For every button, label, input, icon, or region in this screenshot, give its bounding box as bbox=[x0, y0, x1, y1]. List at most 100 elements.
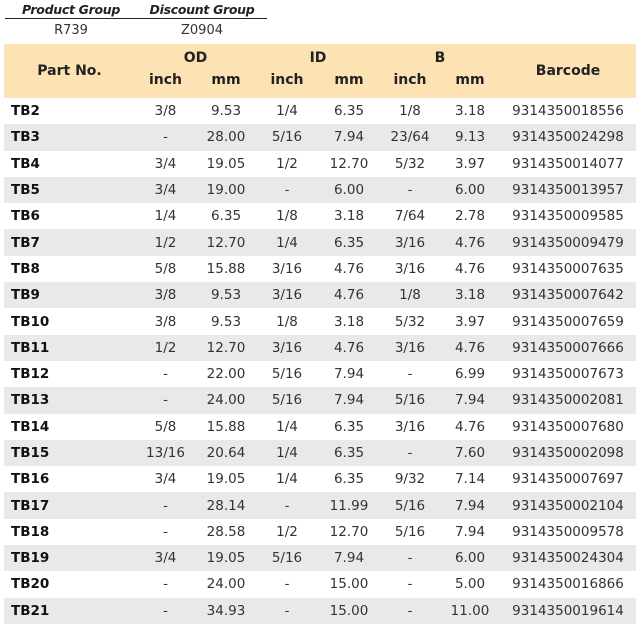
cell-barcode: 9314350002081 bbox=[512, 392, 624, 409]
cell-part-no: TB20 bbox=[11, 576, 50, 593]
cell-id-inch: - bbox=[284, 576, 290, 593]
cell-part-no: TB13 bbox=[11, 392, 50, 409]
table-row: TB17 - 28.14 - 11.99 5/16 7.94 9314350002104 bbox=[4, 492, 637, 519]
product-group-label: Product Group bbox=[21, 1, 121, 17]
cell-id-inch: 1/8 bbox=[276, 208, 298, 225]
cell-id-inch: - bbox=[284, 182, 290, 199]
cell-b-inch: 3/16 bbox=[394, 260, 426, 277]
header-id-inch: inch bbox=[270, 72, 304, 88]
cell-b-inch: 1/8 bbox=[399, 287, 421, 304]
cell-od-inch: 3/8 bbox=[154, 103, 177, 120]
cell-od-mm: 9.53 bbox=[210, 313, 242, 330]
cell-od-inch: - bbox=[163, 576, 168, 593]
cell-part-no: TB15 bbox=[11, 445, 50, 461]
cell-id-mm: 4.76 bbox=[333, 260, 365, 277]
discount-group-label: Discount Group bbox=[149, 1, 255, 17]
cell-b-inch: 3/16 bbox=[394, 234, 426, 251]
header-od-inch: inch bbox=[148, 72, 183, 88]
cell-od-inch: - bbox=[163, 497, 168, 514]
cell-id-inch: 3/16 bbox=[271, 339, 303, 356]
cell-od-inch: 13/16 bbox=[146, 445, 185, 461]
cell-od-inch: 5/8 bbox=[154, 260, 177, 277]
cell-od-mm: 19.05 bbox=[206, 550, 246, 567]
cell-b-mm: 3.18 bbox=[454, 103, 486, 120]
cell-id-mm: 7.94 bbox=[333, 129, 365, 146]
cell-b-mm: 7.60 bbox=[454, 445, 486, 461]
cell-part-no: TB17 bbox=[11, 497, 50, 514]
header-od-mm: mm bbox=[211, 72, 241, 88]
table-row: TB10 3/8 9.53 1/8 3.18 5/32 3.97 9314350007659 bbox=[4, 308, 636, 334]
table-row: TB18 - 28.58 1/2 12.70 5/16 7.94 9314350009578 bbox=[4, 519, 636, 545]
table-row: TB3 - 28.00 5/16 7.94 23/64 9.13 9314350024298 bbox=[4, 124, 637, 151]
cell-od-mm: 9.53 bbox=[210, 287, 242, 304]
cell-id-mm: 4.76 bbox=[333, 339, 365, 356]
cell-b-inch: 5/16 bbox=[394, 523, 426, 540]
cell-od-mm: 34.93 bbox=[206, 602, 246, 619]
table-row: TB21 - 34.93 - 15.00 - 11.00 9314350019614 bbox=[4, 597, 637, 624]
cell-b-mm: 7.94 bbox=[454, 523, 486, 540]
table-row: TB4 3/4 19.05 1/2 12.70 5/32 3.97 9314350014077 bbox=[4, 151, 636, 177]
cell-part-no: TB21 bbox=[11, 602, 50, 619]
cell-id-mm: 3.18 bbox=[333, 208, 365, 225]
cell-barcode: 9314350007680 bbox=[512, 418, 624, 435]
cell-od-mm: 28.00 bbox=[206, 129, 246, 146]
cell-b-mm: 4.76 bbox=[454, 234, 486, 251]
cell-b-mm: 7.14 bbox=[454, 471, 486, 488]
cell-od-mm: 12.70 bbox=[206, 339, 246, 356]
cell-b-inch: 3/16 bbox=[394, 418, 426, 435]
cell-id-inch: 1/4 bbox=[276, 418, 298, 435]
cell-part-no: TB8 bbox=[11, 260, 40, 277]
cell-part-no: TB2 bbox=[11, 103, 40, 120]
table-row: TB2 3/8 9.53 1/4 6.35 1/8 3.18 9314350018556 bbox=[4, 98, 636, 124]
cell-b-inch: 23/64 bbox=[390, 129, 430, 146]
table-row: TB9 3/8 9.53 3/16 4.76 1/8 3.18 9314350007642 bbox=[4, 282, 637, 309]
cell-b-inch: 9/32 bbox=[394, 471, 426, 488]
cell-od-inch: 3/4 bbox=[154, 550, 177, 567]
cell-barcode: 9314350009479 bbox=[512, 234, 624, 251]
cell-b-inch: - bbox=[407, 550, 413, 567]
cell-od-inch: 3/4 bbox=[154, 471, 177, 488]
cell-od-inch: 3/4 bbox=[154, 182, 177, 199]
cell-barcode: 9314350007673 bbox=[512, 366, 624, 383]
table-row: TB15 13/16 20.64 1/4 6.35 - 7.60 9314350002098 bbox=[4, 439, 637, 467]
cell-b-mm: 3.18 bbox=[454, 287, 486, 304]
cell-id-inch: 1/2 bbox=[276, 155, 298, 172]
table-row: TB19 3/4 19.05 5/16 7.94 - 6.00 9314350024304 bbox=[4, 545, 637, 572]
cell-b-mm: 3.97 bbox=[454, 313, 486, 330]
cell-od-inch: 1/4 bbox=[154, 208, 177, 225]
cell-od-mm: 24.00 bbox=[206, 576, 246, 593]
cell-barcode: 9314350018556 bbox=[512, 103, 624, 120]
cell-b-inch: - bbox=[407, 366, 413, 383]
cell-id-inch: 3/16 bbox=[271, 260, 303, 277]
cell-id-mm: 7.94 bbox=[333, 392, 365, 409]
cell-barcode: 9314350016866 bbox=[512, 576, 624, 593]
cell-od-inch: 1/2 bbox=[154, 339, 177, 356]
cell-barcode: 9314350007635 bbox=[512, 260, 624, 277]
cell-id-mm: 11.99 bbox=[329, 497, 369, 514]
cell-id-mm: 6.00 bbox=[333, 182, 365, 199]
table-row: TB16 3/4 19.05 1/4 6.35 9/32 7.14 9314350007697 bbox=[4, 466, 636, 492]
cell-barcode: 9314350009578 bbox=[512, 523, 624, 540]
cell-b-mm: 11.00 bbox=[450, 602, 490, 619]
cell-id-mm: 4.76 bbox=[333, 287, 365, 304]
cell-od-mm: 22.00 bbox=[206, 366, 246, 383]
cell-id-inch: 1/8 bbox=[276, 313, 298, 330]
table-row: TB11 1/2 12.70 3/16 4.76 3/16 4.76 931435000766… bbox=[4, 334, 637, 361]
cell-barcode: 9314350024298 bbox=[512, 129, 624, 146]
cell-id-mm: 12.70 bbox=[329, 523, 369, 540]
cell-od-inch: 5/8 bbox=[154, 418, 177, 435]
table-row: TB8 5/8 15.88 3/16 4.76 3/16 4.76 9314350007635 bbox=[4, 256, 636, 282]
cell-id-inch: - bbox=[284, 497, 290, 514]
cell-id-mm: 6.35 bbox=[333, 471, 365, 488]
cell-part-no: TB16 bbox=[11, 471, 50, 488]
cell-od-inch: 3/8 bbox=[154, 313, 177, 330]
cell-id-inch: 1/4 bbox=[276, 445, 298, 461]
table-row: TB13 - 24.00 5/16 7.94 5/16 7.94 9314350002081 bbox=[4, 387, 637, 414]
table-row: TB12 - 22.00 5/16 7.94 - 6.99 9314350007673 bbox=[4, 361, 636, 387]
cell-barcode: 9314350014077 bbox=[512, 155, 624, 172]
cell-od-mm: 19.05 bbox=[206, 155, 246, 172]
cell-part-no: TB4 bbox=[11, 155, 40, 172]
cell-b-inch: 5/32 bbox=[394, 313, 426, 330]
cell-id-mm: 12.70 bbox=[329, 155, 369, 172]
header-part-no: Part No. bbox=[37, 63, 102, 79]
